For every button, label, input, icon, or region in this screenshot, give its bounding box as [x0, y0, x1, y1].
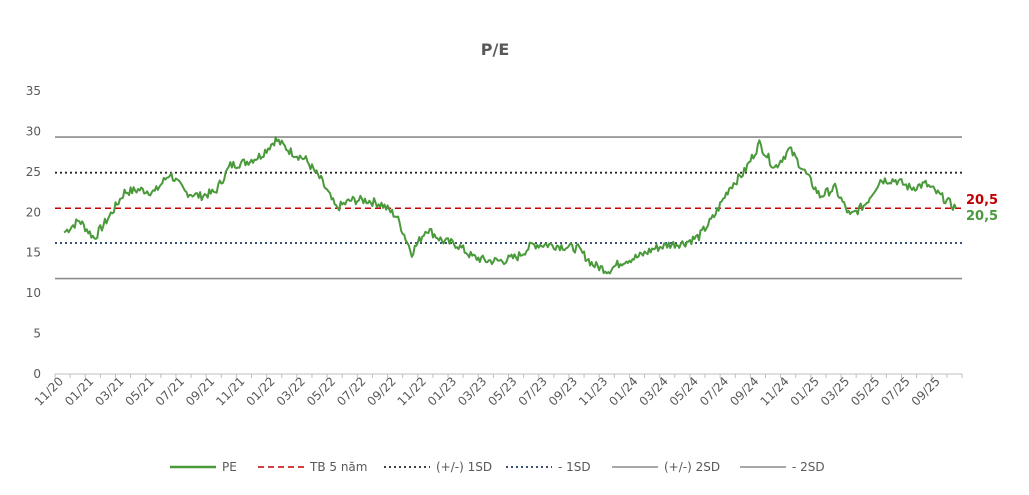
x-tick-label: 09/24: [727, 374, 761, 408]
legend: PE TB 5 năm (+/-) 1SD - 1SD (+/-) 2SD - 2SD: [170, 460, 825, 474]
x-tick-label: 03/23: [455, 374, 489, 408]
x-tick-label: 03/22: [274, 374, 308, 408]
x-tick-label: 05/23: [485, 374, 519, 408]
legend-label-3: - 1SD: [558, 460, 591, 474]
x-tick-label: 03/24: [636, 374, 670, 408]
x-tick-label: 01/25: [788, 374, 822, 408]
chart-title: P/E: [481, 40, 510, 59]
x-tick-label: 05/24: [667, 374, 701, 408]
x-tick-label: 07/25: [878, 374, 912, 408]
x-tick-label: 07/22: [334, 374, 368, 408]
x-tick-label: 11/23: [576, 374, 610, 408]
x-tick-label: 09/25: [909, 374, 943, 408]
x-tick-label: 01/24: [606, 374, 640, 408]
x-tick-label: 01/23: [425, 374, 459, 408]
y-tick-label: 5: [33, 327, 41, 341]
x-tick-label: 01/22: [243, 374, 277, 408]
x-tick-label: 01/21: [62, 374, 96, 408]
series-layer: [63, 136, 957, 275]
y-tick-label: 20: [26, 205, 41, 219]
x-axis: 11/2001/2103/2105/2107/2109/2111/2101/22…: [32, 373, 963, 409]
x-tick-label: 05/22: [304, 374, 338, 408]
y-tick-label: 0: [33, 367, 41, 381]
legend-label-0: PE: [222, 460, 237, 474]
x-tick-label: 11/21: [213, 374, 247, 408]
x-tick-label: 11/22: [395, 374, 429, 408]
x-tick-label: 09/22: [364, 374, 398, 408]
x-tick-label: 05/25: [848, 374, 882, 408]
x-tick-label: 11/24: [757, 374, 791, 408]
x-tick-label: 07/21: [153, 374, 187, 408]
x-tick-label: 03/21: [92, 374, 126, 408]
y-tick-label: 15: [26, 246, 41, 260]
x-tick-label: 07/24: [697, 374, 731, 408]
end-label-avg: 20,5: [966, 193, 998, 208]
end-labels: 20,520,5: [966, 193, 998, 224]
pe-series-line: [63, 136, 957, 275]
reference-lines: [55, 136, 962, 280]
x-tick-label: 03/25: [818, 374, 852, 408]
y-tick-label: 25: [26, 165, 41, 179]
y-tick-label: 30: [26, 124, 41, 138]
x-tick-label: 09/23: [546, 374, 580, 408]
x-tick-label: 09/21: [183, 374, 217, 408]
legend-label-4: (+/-) 2SD: [664, 460, 720, 474]
y-tick-label: 10: [26, 286, 41, 300]
x-tick-label: 07/23: [516, 374, 550, 408]
y-axis-ticks: 0 5 10 15 20 25 30 35: [26, 84, 41, 381]
end-label-pe: 20,5: [966, 209, 998, 224]
legend-label-1: TB 5 năm: [309, 460, 367, 474]
y-tick-label: 35: [26, 84, 41, 98]
legend-label-5: - 2SD: [792, 460, 825, 474]
x-tick-label: 05/21: [123, 374, 157, 408]
legend-label-2: (+/-) 1SD: [436, 460, 492, 474]
